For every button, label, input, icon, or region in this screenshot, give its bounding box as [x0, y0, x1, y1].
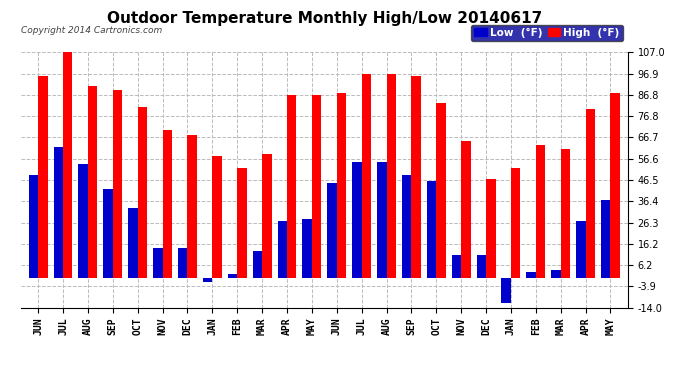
Bar — [327, 183, 337, 278]
Bar — [253, 251, 262, 278]
Bar — [213, 156, 221, 278]
Bar — [104, 189, 112, 278]
Bar — [561, 150, 570, 278]
Bar — [362, 74, 371, 278]
Bar — [312, 94, 322, 278]
Bar — [302, 219, 312, 278]
Bar — [427, 181, 436, 278]
Bar — [386, 74, 396, 278]
Bar — [287, 94, 297, 278]
Bar — [586, 110, 595, 278]
Bar — [79, 164, 88, 278]
Bar — [178, 249, 188, 278]
Bar — [188, 135, 197, 278]
Bar — [576, 221, 586, 278]
Bar — [112, 90, 122, 278]
Bar — [163, 130, 172, 278]
Bar — [88, 86, 97, 278]
Bar — [377, 162, 386, 278]
Bar — [262, 154, 272, 278]
Bar — [502, 278, 511, 303]
Bar — [452, 255, 461, 278]
Bar — [611, 93, 620, 278]
Bar — [38, 76, 48, 278]
Bar — [477, 255, 486, 278]
Bar — [228, 274, 237, 278]
Bar — [153, 249, 163, 278]
Bar — [203, 278, 213, 282]
Bar — [526, 272, 536, 278]
Text: Outdoor Temperature Monthly High/Low 20140617: Outdoor Temperature Monthly High/Low 201… — [107, 11, 542, 26]
Bar — [511, 168, 520, 278]
Bar — [536, 145, 545, 278]
Bar — [601, 200, 611, 278]
Bar — [402, 175, 411, 278]
Bar — [551, 270, 561, 278]
Bar — [436, 103, 446, 278]
Bar — [352, 162, 362, 278]
Bar — [237, 168, 246, 278]
Bar — [54, 147, 63, 278]
Bar — [29, 175, 38, 278]
Text: Copyright 2014 Cartronics.com: Copyright 2014 Cartronics.com — [21, 26, 162, 35]
Bar — [486, 179, 495, 278]
Bar — [461, 141, 471, 278]
Bar — [411, 76, 421, 278]
Bar — [337, 93, 346, 278]
Bar — [128, 209, 138, 278]
Bar — [138, 107, 147, 278]
Bar — [277, 221, 287, 278]
Legend: Low  (°F), High  (°F): Low (°F), High (°F) — [471, 24, 622, 41]
Bar — [63, 53, 72, 278]
